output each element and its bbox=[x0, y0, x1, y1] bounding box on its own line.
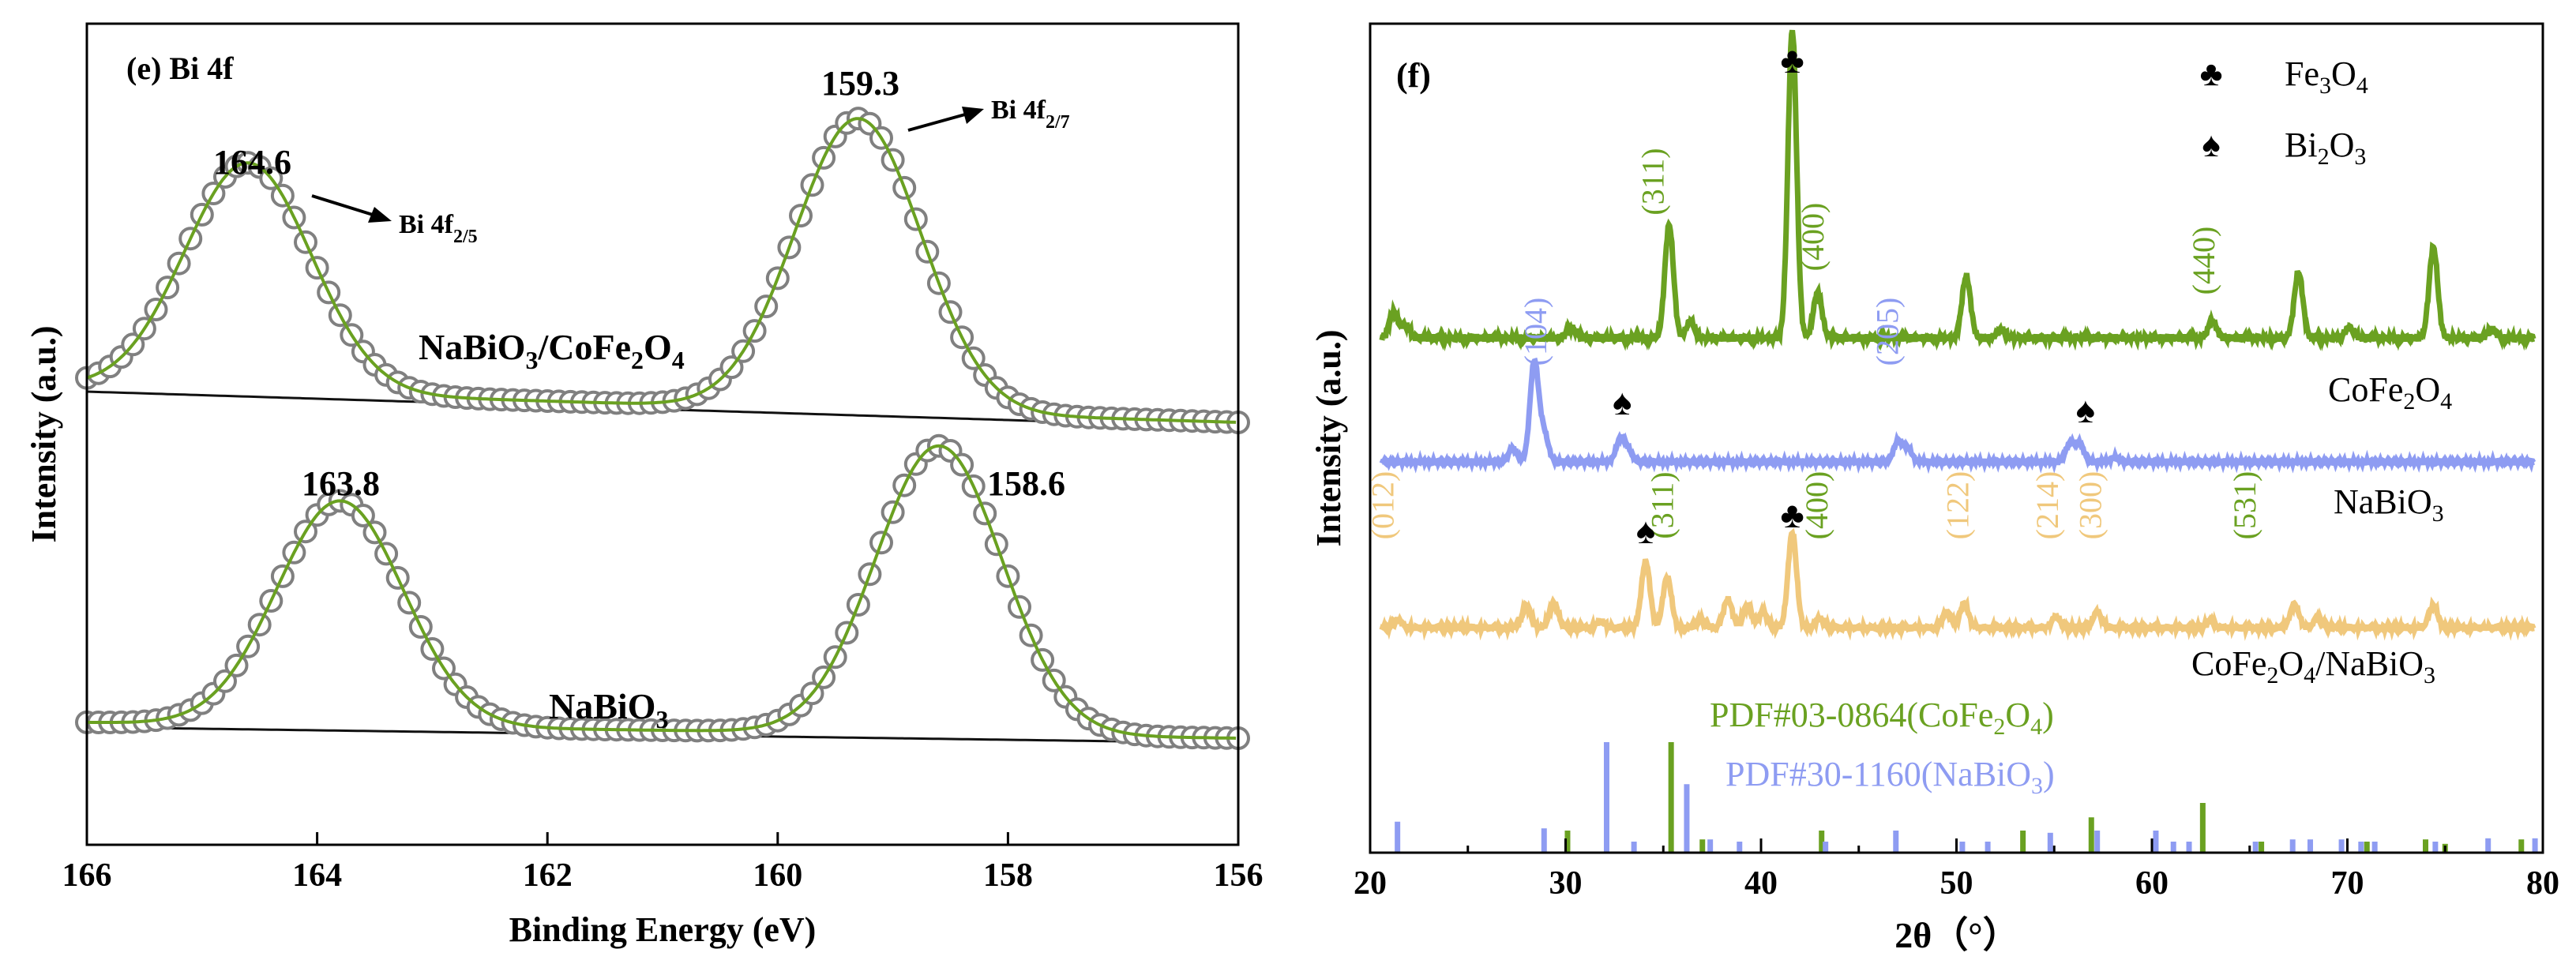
xps-x-axis-label: Binding Energy (eV) bbox=[509, 910, 817, 949]
xrd-hkl-label: (311) bbox=[1645, 471, 1680, 538]
xps-peak-label: 159.3 bbox=[821, 64, 899, 103]
xrd-tick-label: 40 bbox=[1744, 865, 1778, 902]
xps-tick-label: 162 bbox=[523, 857, 573, 894]
xps-peak-label: 163.8 bbox=[302, 464, 380, 503]
club-icon: ♣ bbox=[1781, 40, 1804, 81]
xps-tick-label: 156 bbox=[1214, 857, 1264, 894]
xps-fit-line bbox=[87, 444, 1237, 740]
xrd-tick-label: 70 bbox=[2331, 865, 2364, 902]
panel-f-xrd-chart: (311)(400) (440)♣(104) (205)♠ ♠(012) (311) (4… bbox=[1309, 22, 2559, 955]
xrd-pattern-line bbox=[1379, 29, 2537, 352]
xps-peak-assignment: Bi 4f2/5 bbox=[399, 210, 478, 247]
xrd-x-ticks: 20 30 40 50 60 70 80 bbox=[1354, 838, 2559, 902]
xrd-series-label-composite: CoFe2O4/NaBiO3 bbox=[2191, 644, 2435, 688]
xrd-legend-label-bi2o3: Bi2O3 bbox=[2285, 126, 2366, 170]
xrd-hkl-label: (205) bbox=[1869, 298, 1905, 366]
xrd-hkl-label: (122) bbox=[1940, 471, 1975, 540]
xrd-plot-area: (311)(400) (440)♣(104) (205)♠ ♠(012) (311) (4… bbox=[1365, 29, 2538, 853]
spade-icon: ♠ bbox=[1636, 511, 1655, 551]
xrd-pattern: (104) (205) ♠ ♠ bbox=[1379, 298, 2537, 474]
xrd-legend-label-fe3o4: Fe3O4 bbox=[2285, 54, 2368, 99]
arrow-icon bbox=[907, 113, 966, 132]
xrd-hkl-label: (300) bbox=[2073, 471, 2108, 540]
arrow-head-icon bbox=[962, 107, 984, 124]
xrd-hkl-label: (311) bbox=[1635, 148, 1670, 215]
xrd-reference-label-nabio3: PDF#30-1160(NaBiO3) bbox=[1725, 755, 2055, 799]
spade-icon: ♠ bbox=[2076, 390, 2095, 430]
xps-peak-assignment: Bi 4f2/7 bbox=[991, 96, 1070, 133]
arrow-icon bbox=[311, 194, 374, 216]
xrd-hkl-label: (400) bbox=[1799, 471, 1834, 540]
xps-series bbox=[75, 107, 1250, 434]
xps-tick-label: 164 bbox=[292, 857, 342, 894]
xps-panel-label: (e) Bi 4f bbox=[126, 51, 234, 86]
xps-x-ticks: 166 164 162 160 158 156 bbox=[62, 832, 1264, 894]
xrd-tick-label: 50 bbox=[1940, 865, 1973, 902]
panel-e-xps-chart: 166 164 162 160 158 156 (e) Bi 4f NaBiO3/CoFe… bbox=[24, 22, 1264, 949]
xrd-hkl-label: (440) bbox=[2186, 227, 2221, 295]
xps-y-axis-label: Intensity (a.u.) bbox=[24, 325, 63, 542]
xrd-series-label-cofe2o4: CoFe2O4 bbox=[2328, 370, 2452, 414]
xps-tick-label: 158 bbox=[983, 857, 1033, 894]
spade-icon: ♠ bbox=[2202, 126, 2220, 164]
arrow-head-icon bbox=[368, 207, 392, 223]
spade-icon: ♠ bbox=[1613, 382, 1632, 422]
xps-tick-label: 166 bbox=[62, 857, 112, 894]
xrd-pattern-line bbox=[1379, 357, 2537, 474]
xrd-x-axis-label: 2θ（°） bbox=[1894, 915, 2018, 955]
xrd-pattern: (311) (400) (440) ♣ bbox=[1379, 29, 2537, 352]
xps-peak-label: 158.6 bbox=[987, 464, 1065, 503]
xps-series-label-nabio3: NaBiO3 bbox=[549, 686, 668, 733]
xrd-tick-label: 60 bbox=[2135, 865, 2169, 902]
xrd-reference-sticks bbox=[1564, 742, 2525, 853]
xrd-y-axis-label: Intensity (a.u.) bbox=[1309, 329, 1348, 546]
xrd-reference-sticks bbox=[1395, 742, 2538, 853]
xrd-hkl-label: (104) bbox=[1518, 298, 1553, 366]
club-icon: ♣ bbox=[2200, 54, 2223, 93]
xps-tick-label: 160 bbox=[753, 857, 802, 894]
xrd-pattern: (012) (311) (400) (122) (214) (300) (531)♠ ♣ bbox=[1365, 471, 2537, 641]
xrd-hkl-label: (400) bbox=[1795, 203, 1831, 272]
xrd-tick-label: 20 bbox=[1354, 865, 1387, 902]
xps-series bbox=[75, 433, 1250, 750]
xrd-series-label-nabio3: NaBiO3 bbox=[2334, 482, 2444, 527]
xps-peak-label: 164.6 bbox=[213, 143, 291, 182]
xrd-legend: ♣ Fe3O4 ♠ Bi2O3 bbox=[2200, 54, 2368, 170]
xrd-tick-label: 80 bbox=[2526, 865, 2559, 902]
xrd-pattern-line bbox=[1379, 527, 2537, 641]
xps-fit-line bbox=[86, 117, 1237, 424]
xrd-hkl-label: (214) bbox=[2030, 471, 2065, 540]
xrd-reference-label-cofe2o4: PDF#03-0864(CoFe2O4) bbox=[1710, 696, 2054, 740]
xps-series-label-composite: NaBiO3/CoFe2O4 bbox=[419, 327, 685, 374]
xrd-panel-label: (f) bbox=[1396, 56, 1431, 95]
club-icon: ♣ bbox=[1781, 495, 1804, 535]
xrd-hkl-label: (531) bbox=[2227, 471, 2262, 540]
xps-plot-area bbox=[75, 107, 1250, 750]
xps-plot-frame bbox=[85, 22, 1240, 846]
xrd-tick-label: 30 bbox=[1549, 865, 1583, 902]
